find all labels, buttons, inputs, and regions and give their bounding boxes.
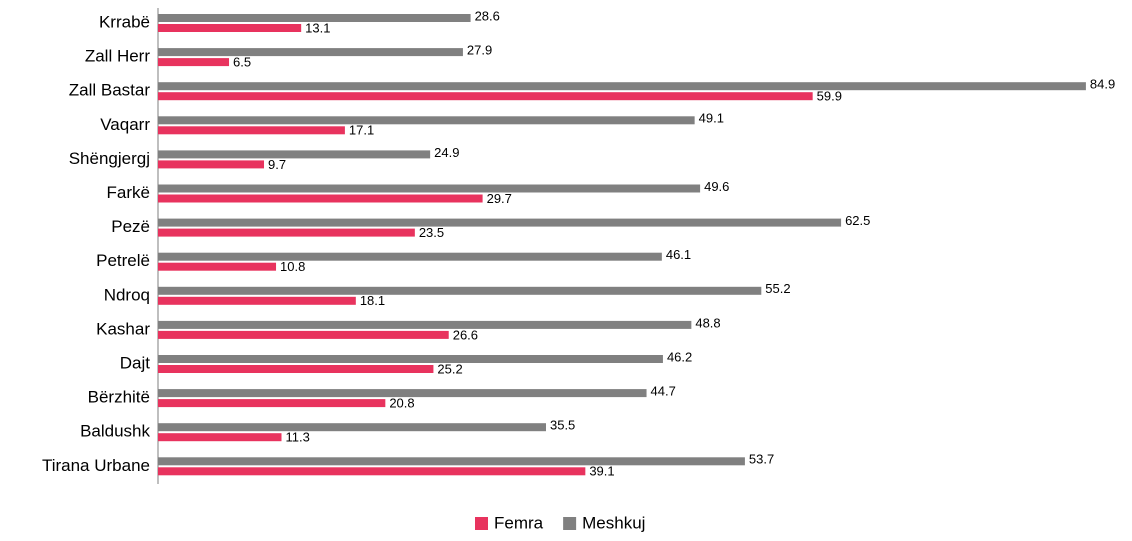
bar (158, 286, 762, 295)
data-label: 26.6 (453, 327, 478, 342)
data-label: 25.2 (437, 361, 462, 376)
bar (158, 150, 431, 159)
data-label: 46.2 (667, 349, 692, 364)
bar (158, 355, 663, 363)
legend-swatch (563, 517, 577, 530)
bar (158, 389, 647, 398)
bar (158, 320, 692, 329)
y-tick-label: Farkë (107, 183, 150, 202)
data-label: 49.1 (699, 111, 724, 126)
y-tick-label: Pezë (111, 217, 150, 236)
bar (158, 160, 265, 169)
data-label: 11.3 (286, 430, 310, 445)
data-label: 13.1 (305, 20, 330, 35)
bar (158, 14, 471, 22)
data-label: 35.5 (550, 418, 575, 433)
y-tick-label: Ndroq (104, 285, 150, 304)
data-label: 10.8 (280, 259, 305, 274)
y-tick-label: Zall Herr (85, 47, 151, 66)
bar (158, 399, 386, 408)
data-label: 44.7 (651, 384, 676, 399)
legend-label: Femra (494, 513, 544, 532)
bar (158, 330, 449, 339)
bar (158, 116, 695, 125)
bar (158, 218, 842, 227)
data-label: 84.9 (1090, 77, 1115, 92)
data-label: 48.8 (695, 315, 720, 330)
bar (158, 252, 662, 261)
data-label: 59.9 (817, 89, 842, 104)
bar (158, 262, 277, 271)
data-label: 18.1 (360, 293, 385, 308)
bar (158, 126, 345, 135)
y-tick-label: Kashar (96, 319, 150, 338)
bar (158, 365, 434, 373)
bar (158, 48, 463, 57)
y-tick-label: Shëngjergj (69, 149, 150, 168)
data-label: 39.1 (589, 464, 614, 479)
legend-swatch (475, 517, 488, 530)
y-tick-label: Dajt (120, 353, 151, 372)
data-label: 49.6 (704, 179, 729, 194)
y-tick-label: Bërzhitë (88, 388, 150, 407)
y-tick-label: Tirana Urbane (42, 456, 150, 475)
y-tick-label: Krrabë (99, 12, 150, 31)
y-tick-label: Vaqarr (100, 115, 150, 134)
bar (158, 92, 813, 101)
bar (158, 24, 302, 32)
bar (158, 433, 282, 442)
bar (158, 58, 230, 67)
y-tick-label: Baldushk (80, 422, 150, 441)
legend-label: Meshkuj (582, 513, 645, 532)
y-tick-label: Petrelë (96, 251, 150, 270)
data-label: 28.6 (475, 8, 500, 23)
bar (158, 423, 546, 432)
bar (158, 296, 356, 305)
data-label: 46.1 (666, 247, 691, 262)
data-label: 55.2 (765, 281, 790, 296)
bar (158, 194, 483, 203)
bar (158, 82, 1086, 91)
bar (158, 184, 701, 193)
bar (158, 457, 745, 466)
data-label: 62.5 (845, 213, 870, 228)
data-label: 9.7 (268, 157, 286, 172)
data-label: 53.7 (749, 452, 774, 467)
data-label: 23.5 (419, 225, 444, 240)
data-label: 24.9 (434, 145, 459, 160)
data-label: 17.1 (349, 123, 374, 138)
data-label: 20.8 (389, 396, 414, 411)
y-tick-label: Zall Bastar (69, 81, 151, 100)
data-label: 27.9 (467, 43, 492, 58)
data-label: 29.7 (487, 191, 512, 206)
bar (158, 228, 415, 237)
data-label: 6.5 (233, 55, 251, 70)
bar (158, 467, 586, 476)
